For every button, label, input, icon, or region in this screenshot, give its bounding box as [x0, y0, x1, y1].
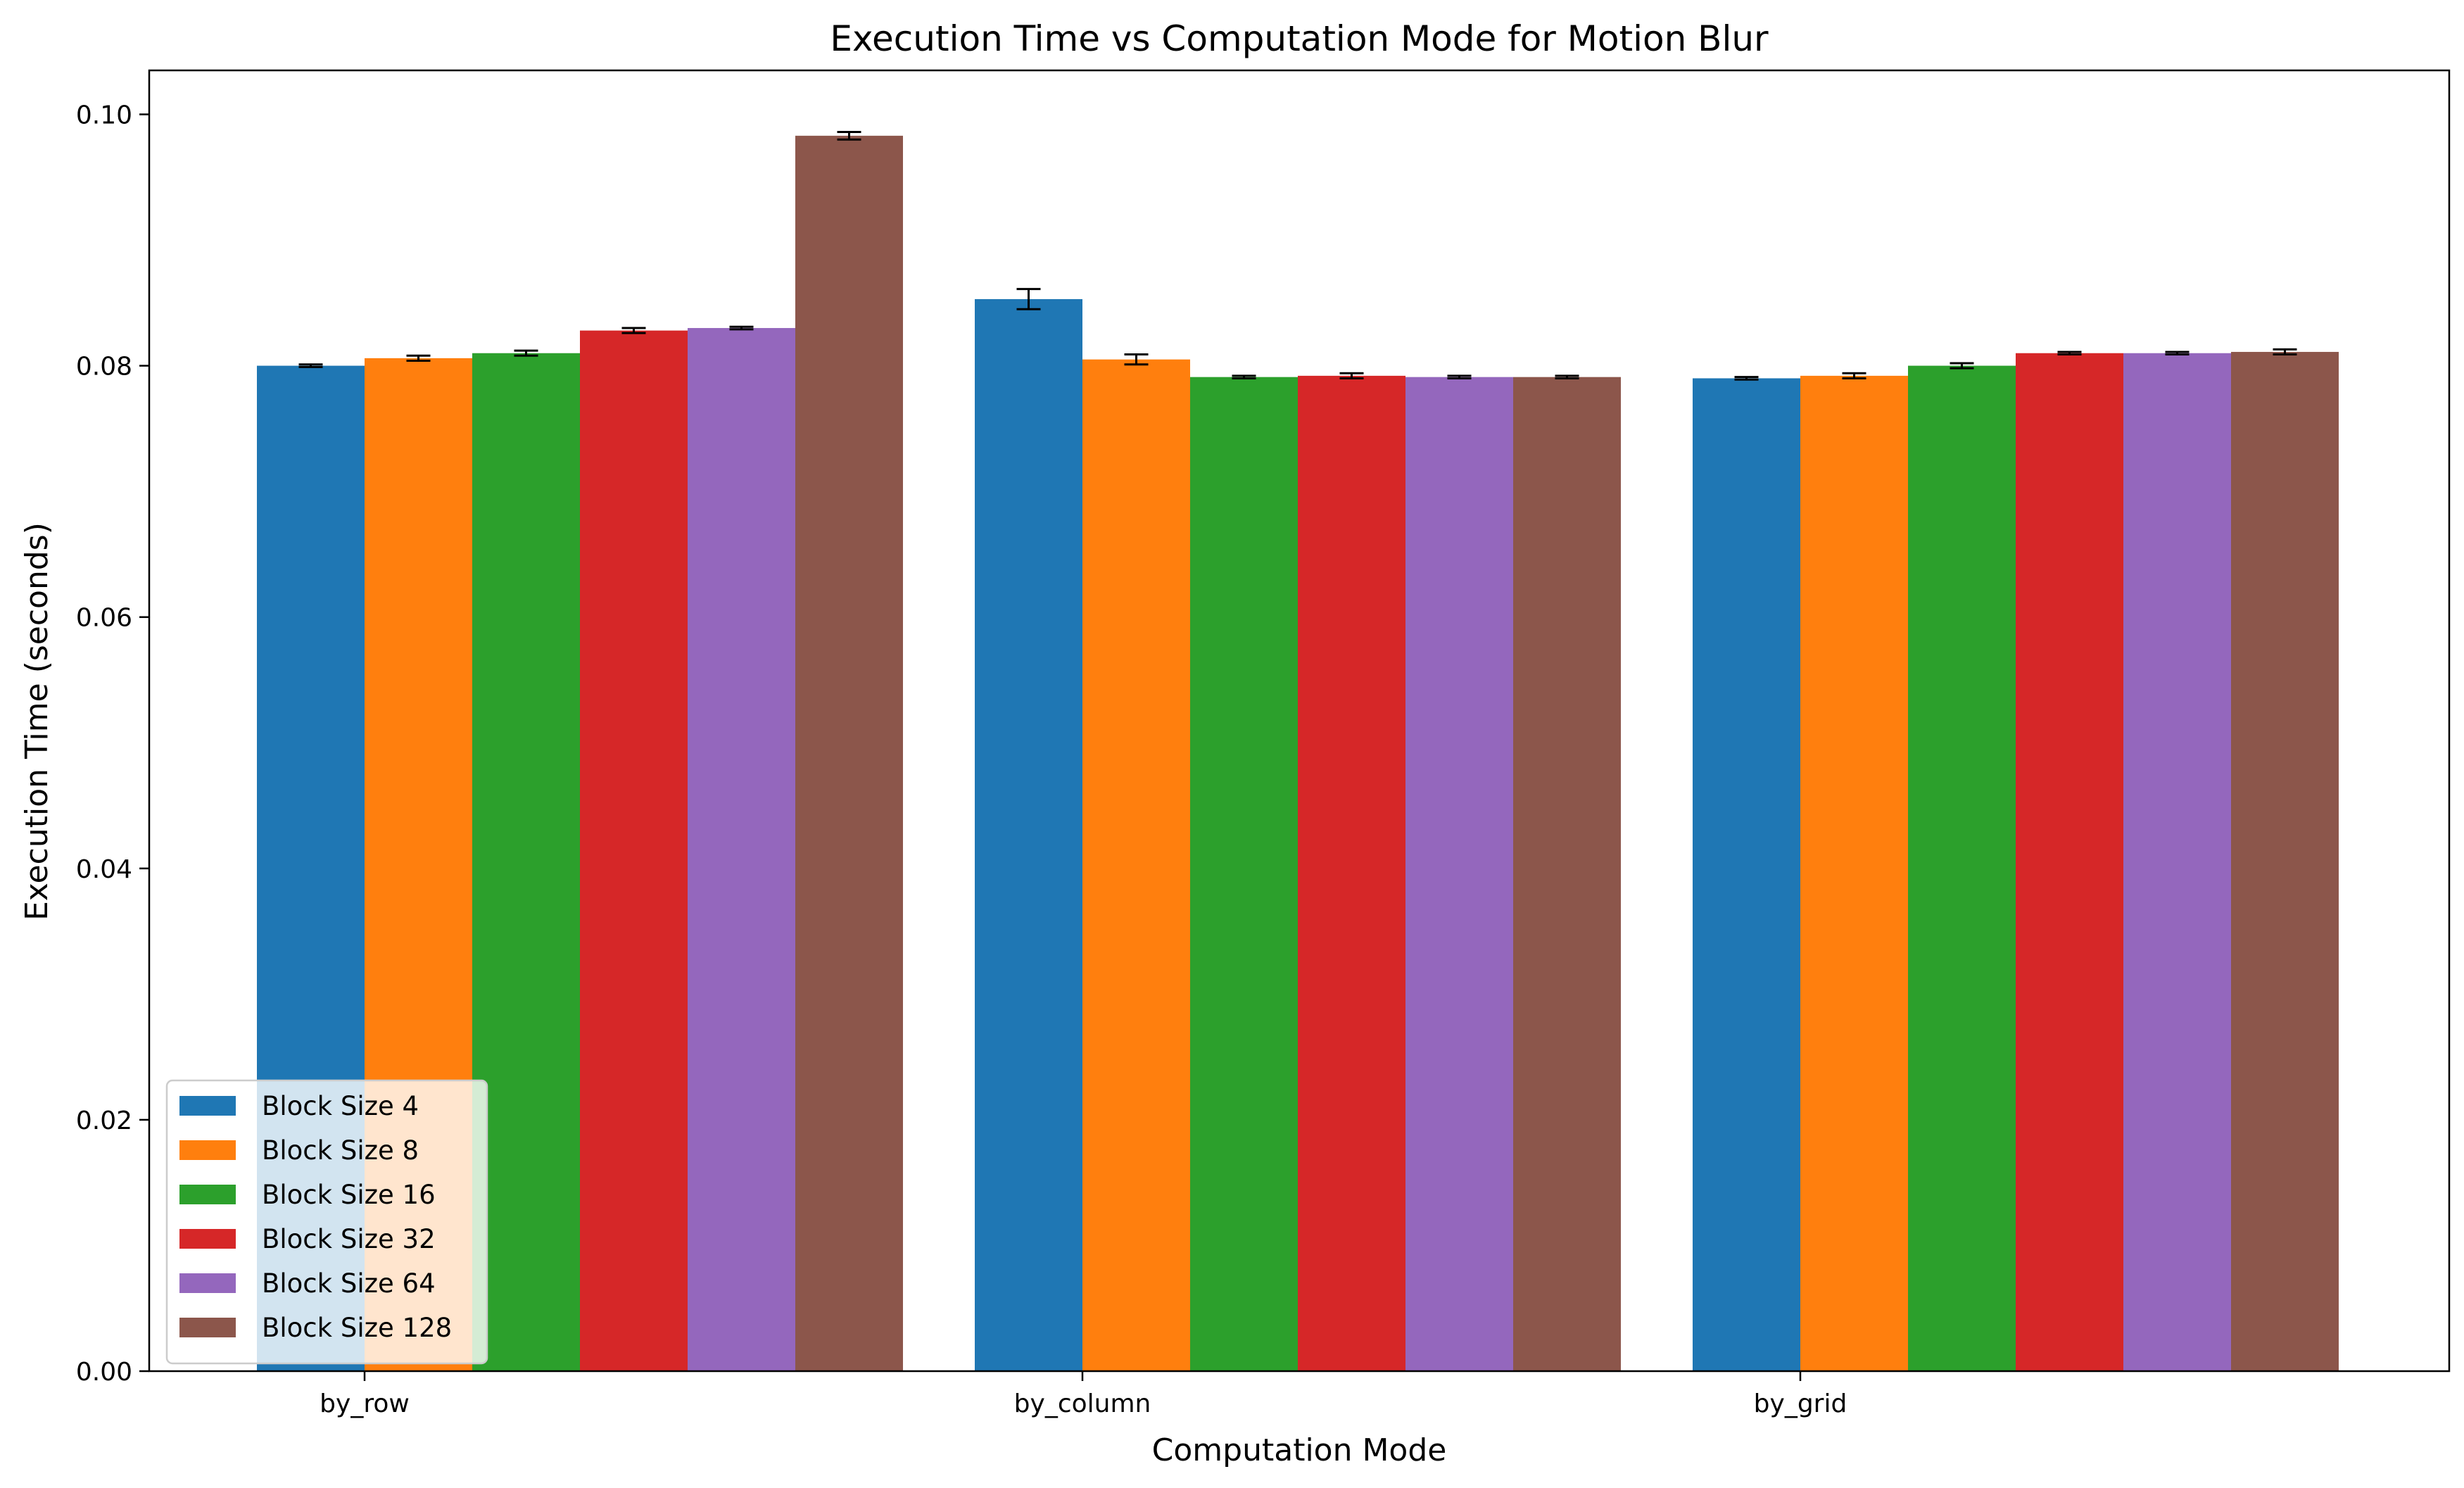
bar-by_grid-block-size-64	[2123, 353, 2231, 1371]
bar-by_row-block-size-64	[688, 328, 795, 1371]
bar-by_column-block-size-16	[1190, 377, 1298, 1371]
bar-by_column-block-size-64	[1405, 377, 1513, 1371]
error-bar-by_row-block-size-128	[837, 130, 861, 141]
y-tick-label: 0.00	[76, 1358, 132, 1387]
x-tick-label-by_row: by_row	[320, 1389, 410, 1418]
bar-by_grid-block-size-128	[2231, 351, 2339, 1371]
axes-layer: 0.00 0.02 0.04 0.06 0.08 0.10 by_row by_column b…	[76, 69, 2451, 1418]
error-bar-by_row-block-size-8	[406, 354, 431, 362]
error-bar-by_column-block-size-64	[1447, 374, 1472, 379]
error-bar-by_column-block-size-32	[1339, 372, 1364, 379]
bar-by_column-block-size-8	[1082, 359, 1190, 1372]
legend-swatch-block-size-16	[179, 1185, 236, 1204]
legend-swatch-block-size-4	[179, 1096, 236, 1116]
error-bar-by_row-block-size-4	[298, 363, 323, 368]
error-bar-by_grid-block-size-4	[1734, 376, 1759, 381]
legend-label-block-size-8: Block Size 8	[262, 1135, 419, 1166]
error-bars-layer	[298, 130, 2297, 381]
y-tick-label: 0.10	[76, 101, 132, 130]
error-bar-by_grid-block-size-128	[2273, 348, 2297, 356]
bar-by_grid-block-size-8	[1800, 375, 1908, 1372]
plot-frame	[148, 69, 2451, 1373]
chart-title: Execution Time vs Computation Mode for M…	[830, 18, 1769, 59]
legend-label-block-size-16: Block Size 16	[262, 1180, 436, 1210]
legend-swatch-block-size-128	[179, 1318, 236, 1337]
legend: Block Size 4 Block Size 8 Block Size 16 Blo…	[165, 1079, 488, 1365]
y-tick-label: 0.08	[76, 353, 132, 382]
y-tick-label: 0.06	[76, 604, 132, 633]
bar-by_row-block-size-128	[795, 135, 903, 1371]
legend-label-block-size-64: Block Size 64	[262, 1268, 436, 1299]
y-tick-label: 0.02	[76, 1106, 132, 1135]
bar-by_row-block-size-16	[472, 353, 580, 1371]
bar-by_column-block-size-4	[975, 298, 1082, 1372]
error-bar-by_row-block-size-16	[514, 349, 538, 357]
legend-label-block-size-4: Block Size 4	[262, 1091, 419, 1121]
error-bar-by_column-block-size-16	[1232, 374, 1256, 379]
x-tick-label-by_column: by_column	[1014, 1389, 1151, 1418]
legend-swatch-block-size-32	[179, 1229, 236, 1249]
bar-by_grid-block-size-16	[1908, 365, 2016, 1371]
error-bar-by_column-block-size-128	[1555, 374, 1579, 379]
error-bar-by_grid-block-size-32	[2057, 351, 2082, 356]
legend-swatch-block-size-64	[179, 1273, 236, 1293]
error-bar-by_row-block-size-64	[729, 325, 754, 331]
error-bar-by_row-block-size-32	[621, 327, 646, 334]
bar-by_grid-block-size-32	[2016, 353, 2123, 1371]
error-bar-by_grid-block-size-64	[2165, 351, 2190, 356]
legend-swatch-block-size-8	[179, 1140, 236, 1160]
bar-by_row-block-size-32	[580, 330, 688, 1372]
y-tick-label: 0.04	[76, 855, 132, 884]
legend-label-block-size-128: Block Size 128	[262, 1313, 452, 1343]
legend-box	[165, 1079, 488, 1365]
legend-label-block-size-32: Block Size 32	[262, 1224, 436, 1254]
x-tick-label-by_grid: by_grid	[1754, 1389, 1847, 1418]
bar-by_column-block-size-128	[1513, 377, 1621, 1371]
x-axis-label: Computation Mode	[1152, 1432, 1447, 1468]
bar-by_column-block-size-32	[1298, 375, 1405, 1372]
y-axis-label: Execution Time (seconds)	[19, 522, 55, 921]
bars-layer	[257, 135, 2339, 1372]
error-bar-by_column-block-size-4	[1016, 288, 1041, 310]
error-bar-by_grid-block-size-16	[1950, 362, 1974, 370]
error-bar-by_grid-block-size-8	[1842, 372, 1866, 379]
bar-by_grid-block-size-4	[1693, 378, 1800, 1372]
error-bar-by_column-block-size-8	[1124, 353, 1149, 366]
